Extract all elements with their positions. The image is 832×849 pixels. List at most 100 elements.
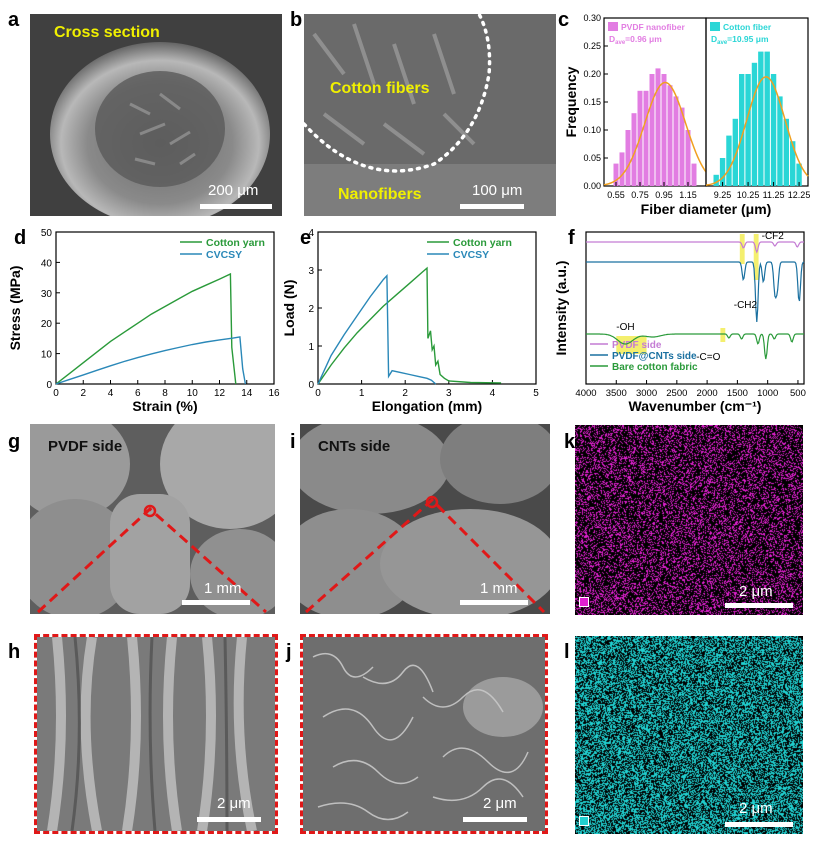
scale-bar-k — [725, 603, 793, 608]
histogram-bar — [764, 51, 770, 186]
legend-label: Cotton fiber — [723, 22, 772, 32]
histogram-bar — [655, 68, 661, 186]
x-tick-label: 12.25 — [788, 190, 811, 200]
histogram-bar — [719, 158, 726, 186]
histogram-bar — [713, 174, 719, 186]
element-marker-k — [579, 597, 589, 607]
histogram-bar — [796, 163, 802, 186]
x-tick-label: 8 — [162, 388, 168, 399]
histogram-bar — [726, 135, 732, 186]
histogram-bar — [667, 85, 673, 186]
y-tick-label: 3 — [308, 266, 314, 277]
panel-letter-g: g — [8, 431, 21, 453]
peak-annotation: -OH — [616, 322, 634, 333]
y-axis-label: Frequency — [564, 66, 579, 137]
x-tick-label: 12 — [214, 388, 226, 399]
panel-letter-h: h — [8, 641, 21, 663]
co-highlight — [720, 328, 726, 342]
panel-letter-i: i — [290, 431, 296, 453]
legend-swatch — [710, 22, 720, 31]
x-tick-label: 11.25 — [763, 190, 785, 200]
histogram-bar — [745, 74, 751, 186]
x-tick-label: 4 — [108, 388, 114, 399]
scale-text-j: 2 μm — [483, 795, 517, 812]
x-tick-label: 2500 — [666, 388, 687, 399]
scale-bar-i — [460, 600, 528, 605]
panel-letter-c: c — [558, 9, 570, 31]
y-tick-label: 50 — [41, 228, 53, 239]
label-nanofibers: Nanofibers — [338, 186, 422, 203]
sem-image-pvdf-zoom: 2 μm — [34, 634, 278, 834]
histogram-bar — [661, 74, 667, 186]
x-tick-label: 0.55 — [607, 190, 625, 200]
gaussian-fit-line — [705, 76, 809, 186]
legend-label: Cotton yarn — [453, 237, 512, 249]
scale-text-a: 200 μm — [208, 182, 259, 199]
y-tick-label: 0.00 — [583, 181, 601, 191]
scale-text-h: 2 μm — [217, 795, 251, 812]
y-axis-label: Stress (MPa) — [7, 266, 23, 351]
scale-text-g: 1 mm — [204, 580, 242, 597]
x-tick-label: 1 — [359, 388, 365, 399]
series-line — [586, 261, 805, 323]
peak-annotation: -CH2 — [734, 300, 758, 311]
histogram-bar — [625, 130, 631, 186]
x-tick-label: 0.95 — [655, 190, 673, 200]
scale-bar-j — [463, 817, 527, 822]
sem-image-cross-section: Cross section 200 μm — [30, 14, 282, 216]
x-tick-label: 5 — [533, 388, 539, 399]
x-axis-label: Elongation (mm) — [372, 398, 482, 414]
panel-letter-f: f — [568, 227, 575, 249]
x-tick-label: 3 — [446, 388, 452, 399]
chart-load-elongation: 0 1 2 3 4 5 0 1 2 3 4 Elongation (mm) Load (N) Cotton… — [282, 228, 539, 414]
chart-fiber-diameter-histogram: Frequency 0.00 0.05 0.10 0.15 0.20 0.25 0.30 0.5… — [564, 13, 811, 217]
peak-annotation: -CF2 — [762, 231, 785, 242]
histogram-bar — [770, 74, 777, 186]
oh-highlight — [616, 336, 647, 354]
x-tick-label: 4 — [490, 388, 496, 399]
histogram-bar — [673, 96, 679, 186]
panel-letter-k: k — [564, 431, 576, 453]
histogram-bar — [691, 163, 697, 186]
x-tick-label: 2000 — [697, 388, 718, 399]
y-tick-label: 0.10 — [583, 125, 601, 135]
scale-bar-g — [182, 600, 250, 605]
scale-text-k: 2 μm — [739, 583, 773, 600]
histogram-bar — [649, 74, 655, 186]
x-tick-label: 10.25 — [737, 190, 760, 200]
eds-map-fluorine: 2 μm — [575, 425, 803, 615]
legend-label: PVDF side — [612, 340, 662, 351]
label-cnts-side: CNTs side — [318, 438, 391, 455]
series-line — [317, 266, 502, 385]
histogram-bar — [751, 62, 758, 186]
chart-stress-strain: 0 2 4 6 8 10 12 14 16 0 10 20 30 40 50 Strain (%) Stress… — [7, 228, 280, 414]
panel-letter-j: j — [286, 641, 292, 663]
y-tick-label: 2 — [308, 304, 314, 315]
series-line — [55, 272, 237, 385]
eds-map-carbon: 2 μm — [575, 636, 803, 834]
y-tick-label: 1 — [308, 342, 314, 353]
sem-image-cnts-zoom: 2 μm — [300, 634, 548, 834]
x-axis-label: Fiber diameter (μm) — [641, 201, 772, 217]
legend-label: CVCSY — [206, 249, 242, 261]
series-line — [317, 273, 437, 385]
histogram-bar — [732, 118, 739, 186]
x-tick-label: 3000 — [636, 388, 657, 399]
histogram-bar — [790, 141, 796, 186]
y-tick-label: 4 — [308, 228, 314, 239]
x-tick-label: 0.75 — [631, 190, 649, 200]
x-tick-label: 14 — [241, 388, 253, 399]
highlight-1400 — [739, 234, 745, 264]
histogram-bar — [619, 152, 625, 186]
y-tick-label: 20 — [41, 319, 53, 330]
histogram-bar — [679, 107, 685, 186]
histogram-bar — [631, 113, 637, 186]
scale-bar-b — [460, 204, 524, 209]
y-tick-label: 0 — [46, 380, 52, 391]
legend-swatch — [608, 22, 618, 31]
series-line — [55, 336, 247, 385]
x-tick-label: 0 — [315, 388, 321, 399]
x-tick-label: 10 — [187, 388, 199, 399]
gaussian-fit-line — [603, 81, 707, 186]
